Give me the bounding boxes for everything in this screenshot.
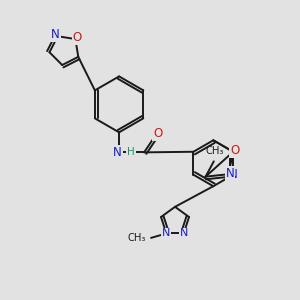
Text: N: N <box>179 229 188 238</box>
Text: O: O <box>73 31 82 44</box>
Text: CH₃: CH₃ <box>128 233 146 243</box>
Text: H: H <box>127 147 135 158</box>
Text: N: N <box>162 229 171 238</box>
Text: N: N <box>51 28 60 41</box>
Text: CH₃: CH₃ <box>206 146 224 156</box>
Text: N: N <box>226 167 234 180</box>
Text: O: O <box>230 144 239 157</box>
Text: N: N <box>113 146 122 159</box>
Text: O: O <box>153 127 163 140</box>
Text: N: N <box>229 168 238 181</box>
